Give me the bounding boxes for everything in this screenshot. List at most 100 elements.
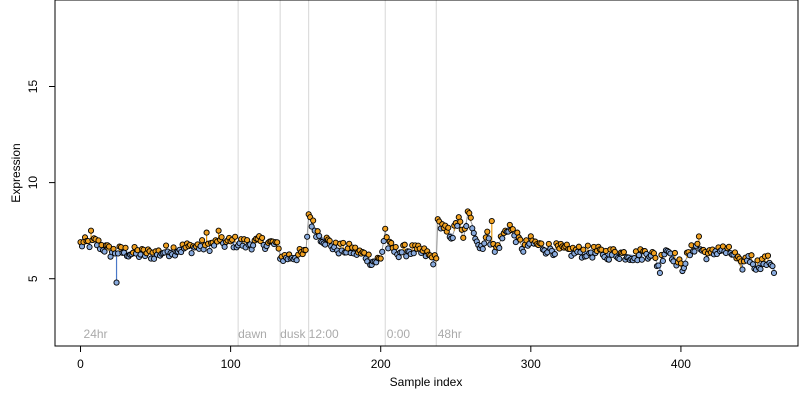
data-point [454, 222, 461, 229]
data-point [211, 242, 218, 249]
data-point [703, 256, 710, 263]
data-point [605, 256, 612, 263]
data-point [638, 256, 645, 263]
data-point [509, 226, 516, 233]
data-point [691, 248, 698, 255]
data-point [770, 269, 778, 277]
y-tick-label: 10 [26, 176, 40, 190]
data-point [377, 255, 384, 262]
data-point [757, 266, 764, 273]
y-axis-title: Expression [9, 143, 23, 202]
data-point [316, 232, 323, 239]
data-point [401, 241, 408, 248]
data-point [410, 250, 417, 257]
data-point [695, 233, 702, 240]
segment-label: 0:00 [387, 327, 411, 341]
data-point [275, 245, 282, 252]
data-point [122, 244, 129, 251]
data-point [380, 238, 387, 245]
data-point [259, 234, 266, 241]
data-point [163, 242, 170, 249]
data-point [203, 229, 210, 236]
data-point [340, 239, 347, 246]
data-point [151, 255, 158, 262]
data-point [457, 218, 464, 225]
segment-label: 12:00 [309, 327, 339, 341]
data-point [398, 249, 405, 256]
segment-label: dusk [280, 327, 306, 341]
x-axis-title: Sample index [390, 375, 463, 389]
data-point [611, 248, 618, 255]
data-point [449, 234, 456, 242]
data-point [302, 246, 309, 254]
data-point [95, 237, 102, 244]
data-point [682, 260, 689, 267]
data-point [382, 225, 389, 232]
data-point [659, 257, 666, 264]
data-point [87, 227, 95, 234]
data-point [215, 227, 222, 234]
y-tick-label: 15 [26, 80, 40, 94]
data-point [101, 248, 108, 255]
data-point [383, 234, 390, 241]
x-tick-label: 0 [77, 357, 84, 371]
data-point [113, 279, 120, 286]
data-point [445, 224, 452, 231]
data-point [512, 239, 519, 246]
x-tick-label: 100 [221, 357, 241, 371]
data-point [470, 230, 477, 237]
data-point [308, 223, 315, 230]
x-axis: 0 100 200 300 400 [77, 345, 691, 371]
data-point [496, 244, 503, 252]
data-point [575, 243, 582, 250]
data-point [520, 248, 527, 255]
data-point [616, 255, 623, 262]
data-point [620, 249, 627, 256]
data-point [484, 228, 491, 235]
y-tick-label: 5 [26, 275, 40, 282]
data-point [499, 235, 506, 242]
data-point [170, 244, 177, 251]
data-point [232, 233, 239, 240]
x-tick-label: 400 [671, 357, 691, 371]
data-point [481, 240, 488, 247]
data-point [430, 261, 437, 268]
data-point [739, 266, 746, 273]
segment-labels: 24hr dawn dusk 12:00 0:00 48hr [84, 327, 462, 341]
data-point [479, 245, 486, 252]
data-point [322, 241, 329, 248]
data-point [488, 218, 495, 225]
data-point [274, 239, 281, 246]
data-point [731, 249, 739, 256]
data-point [352, 244, 359, 251]
data-point [764, 252, 772, 259]
data-point [293, 257, 300, 264]
data-point [221, 243, 228, 250]
data-point [694, 240, 701, 247]
x-tick-label: 300 [521, 357, 541, 371]
segment-label: 24hr [84, 327, 108, 341]
data-point [250, 242, 257, 249]
x-tick-label: 200 [371, 357, 391, 371]
data-point [485, 235, 492, 242]
data-point [218, 234, 225, 241]
data-point [652, 254, 659, 262]
data-point [388, 239, 395, 247]
data-point [655, 262, 662, 269]
data-point [206, 247, 213, 255]
data-point [769, 263, 776, 270]
data-point [433, 255, 440, 262]
data-point [551, 251, 558, 258]
data-point [580, 246, 587, 253]
data-point [538, 240, 545, 247]
data-point [686, 252, 693, 259]
segment-label: dawn [238, 327, 267, 341]
data-point [379, 248, 386, 255]
data-point [326, 237, 333, 244]
data-points [77, 208, 778, 286]
data-point [463, 223, 470, 230]
data-point [467, 214, 474, 221]
data-point [460, 234, 467, 241]
